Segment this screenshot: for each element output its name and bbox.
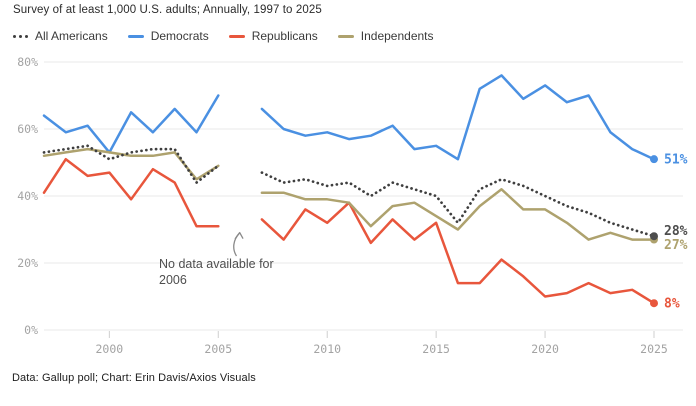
- x-axis-label: 2020: [531, 342, 559, 356]
- series-line-republicans-right: [260, 201, 656, 305]
- series-line-all-americans-left: [42, 144, 220, 184]
- x-axis-label: 2010: [313, 342, 341, 356]
- x-axis-label: 2005: [204, 342, 232, 356]
- annotation-text-line1: No data available for: [159, 257, 274, 271]
- y-axis-label: 20%: [17, 256, 38, 270]
- chart-title: Survey of at least 1,000 U.S. adults; An…: [13, 4, 322, 16]
- end-label-independents: 27%: [664, 238, 688, 253]
- series-democrats: [42, 74, 656, 161]
- legend: All Americans Democrats Republicans Indepen…: [13, 29, 434, 43]
- legend-label: Republicans: [251, 29, 318, 43]
- x-axis-label: 2025: [640, 342, 668, 356]
- legend-item-all-americans: All Americans: [13, 29, 108, 43]
- legend-item-republicans: Republicans: [228, 29, 318, 43]
- legend-label: Independents: [360, 29, 434, 43]
- series-republicans: [42, 157, 656, 305]
- series-line-independents-right: [260, 188, 656, 241]
- legend-label: Democrats: [150, 29, 209, 43]
- y-axis-label: 80%: [17, 55, 38, 69]
- x-axis-label: 2015: [422, 342, 450, 356]
- gap-annotation: No data available for 2006: [159, 231, 274, 287]
- series-line-republicans-left: [42, 157, 220, 228]
- annotation-text-line2: 2006: [159, 273, 187, 287]
- y-axis-label: 60%: [17, 122, 38, 136]
- series-line-all-americans-right: [260, 171, 656, 238]
- series-line-democrats-left: [42, 94, 220, 154]
- series-line-democrats-right: [260, 74, 656, 161]
- end-label-all-americans: 28%: [664, 224, 688, 239]
- legend-swatch-dotted-icon: [13, 34, 28, 38]
- legend-item-independents: Independents: [337, 29, 434, 43]
- end-dot-all-americans: [650, 232, 658, 241]
- legend-swatch-line-icon: [228, 34, 245, 38]
- end-label-democrats: 51%: [664, 152, 688, 167]
- legend-item-democrats: Democrats: [127, 29, 209, 43]
- legend-label: All Americans: [35, 29, 108, 43]
- end-dot-republicans: [650, 299, 658, 308]
- legend-swatch-line-icon: [337, 34, 354, 38]
- y-axis-label: 0%: [24, 323, 38, 337]
- legend-swatch-line-icon: [127, 34, 144, 38]
- credit-line: Data: Gallup poll; Chart: Erin Davis/Axi…: [12, 372, 256, 384]
- end-dot-democrats: [650, 155, 658, 164]
- x-axis-label: 2000: [96, 342, 124, 356]
- annotation-arrowhead: [234, 231, 244, 240]
- y-axis-label: 40%: [17, 189, 38, 203]
- series-all-americans: [42, 144, 656, 238]
- end-label-republicans: 8%: [664, 297, 680, 312]
